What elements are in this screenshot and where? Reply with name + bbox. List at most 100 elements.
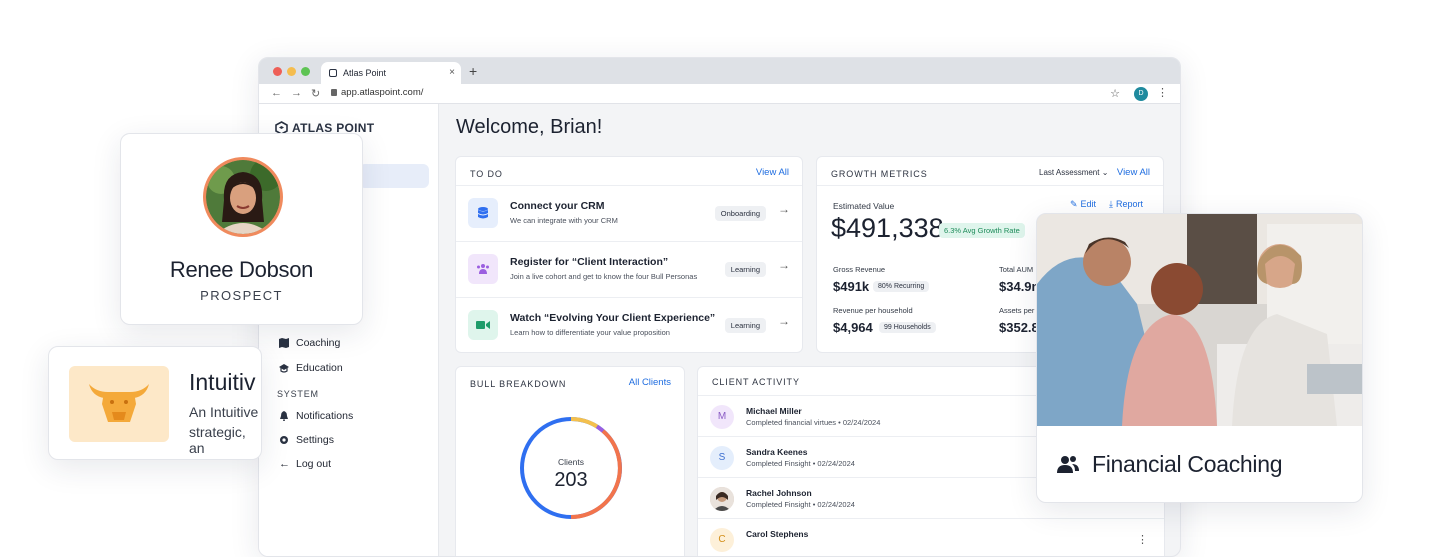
sidebar-item-notifications[interactable]: Notifications: [279, 410, 353, 422]
avatar: [710, 487, 734, 511]
gross-revenue-label: Gross Revenue: [833, 265, 886, 274]
activity-name: Carol Stephens: [746, 529, 809, 539]
persona-title: Intuitiv: [189, 369, 256, 395]
activity-row[interactable]: C Carol Stephens ⋮: [698, 518, 1164, 556]
row-menu-icon[interactable]: ⋮: [1137, 534, 1148, 546]
edit-button[interactable]: ✎ Edit: [1070, 199, 1096, 210]
activity-row[interactable]: M Michael Miller Completed financial vir…: [698, 395, 1164, 436]
gear-icon: [280, 436, 288, 444]
arrow-right-icon[interactable]: →: [778, 202, 790, 216]
sidebar-item-education[interactable]: Education: [279, 362, 343, 374]
avatar: [203, 157, 283, 237]
financial-coaching-card[interactable]: Financial Coaching: [1036, 213, 1363, 503]
page-title: Welcome, Brian!: [456, 116, 603, 138]
todo-item-subtitle: Join a live cohort and get to know the f…: [510, 272, 698, 281]
persona-line-2: strategic, an: [189, 424, 246, 456]
pencil-icon: ✎: [1070, 199, 1078, 209]
bull-head-icon: [89, 384, 149, 422]
todo-view-all-link[interactable]: View All: [755, 167, 789, 178]
reload-icon[interactable]: ↻: [311, 88, 321, 100]
forward-icon[interactable]: →: [291, 87, 302, 99]
total-aum-label: Total AUM: [999, 265, 1034, 274]
todo-title: TO DO: [470, 169, 503, 179]
person-photo-icon: [710, 487, 734, 511]
map-icon: [279, 338, 289, 348]
bell-icon: [280, 411, 288, 421]
url-field[interactable]: app.atlaspoint.com/: [331, 87, 423, 98]
todo-item-subtitle: Learn how to differentiate your value pr…: [510, 328, 670, 337]
persona-line-1: An Intuitive: [189, 404, 259, 420]
lock-icon: [331, 89, 337, 96]
todo-item-title: Register for “Client Interaction”: [510, 256, 669, 268]
assets-per-value: $352.8: [999, 320, 1039, 335]
back-icon[interactable]: ←: [271, 87, 282, 99]
activity-row[interactable]: S Sandra Keenes Completed Finsight • 02/…: [698, 436, 1164, 477]
video-icon: [468, 310, 498, 340]
clients-count: 203: [554, 469, 588, 491]
todo-card: TO DO View All Connect your CRM We can i…: [455, 156, 803, 353]
download-icon: ⤓: [1109, 199, 1113, 209]
close-window-dot[interactable]: [273, 67, 282, 76]
browser-tab[interactable]: Atlas Point ×: [321, 62, 461, 84]
sidebar-item-settings[interactable]: Settings: [279, 434, 334, 446]
recurring-badge: 80% Recurring: [873, 281, 930, 292]
donut-segment-orange: [570, 429, 622, 519]
todo-item[interactable]: Watch “Evolving Your Client Experience” …: [456, 297, 802, 353]
sidebar-item-label: Log out: [296, 458, 332, 470]
profile-card[interactable]: Renee Dobson PROSPECT: [120, 133, 363, 325]
new-tab-button[interactable]: +: [469, 63, 478, 79]
all-clients-link[interactable]: All Clients: [628, 377, 671, 388]
system-heading: SYSTEM: [277, 389, 319, 399]
sidebar-active-item[interactable]: [359, 164, 429, 188]
divider: [817, 185, 1163, 186]
arrow-right-icon[interactable]: →: [778, 314, 790, 328]
bull-title: BULL BREAKDOWN: [470, 379, 567, 389]
bull-icon: [69, 366, 169, 442]
people-group-icon: [468, 254, 498, 284]
todo-item-subtitle: We can integrate with your CRM: [510, 216, 618, 225]
bookmark-star-icon[interactable]: ☆: [1110, 88, 1120, 100]
clients-donut-chart: [520, 417, 622, 519]
url-text: app.atlaspoint.com/: [341, 87, 424, 98]
todo-item[interactable]: Connect your CRM We can integrate with y…: [456, 185, 802, 241]
arrow-right-icon[interactable]: →: [778, 258, 790, 272]
estimated-value-label: Estimated Value: [833, 201, 895, 211]
tab-close-icon[interactable]: ×: [449, 67, 455, 78]
address-bar: ← → ↻ app.atlaspoint.com/ ☆ D ⋮: [259, 84, 1180, 104]
report-button[interactable]: ⤓ Report: [1109, 199, 1143, 210]
todo-item-title: Connect your CRM: [510, 200, 605, 212]
profile-photo-icon: [206, 160, 280, 234]
todo-item[interactable]: Register for “Client Interaction” Join a…: [456, 241, 802, 297]
sidebar-item-coaching[interactable]: Coaching: [279, 337, 340, 349]
assets-per-label: Assets per: [999, 306, 1035, 315]
donut-segment-purple: [595, 424, 605, 433]
growth-view-all-link[interactable]: View All: [1116, 167, 1150, 178]
activity-name: Michael Miller: [746, 406, 802, 416]
activity-name: Rachel Johnson: [746, 488, 812, 498]
maximize-window-dot[interactable]: [301, 67, 310, 76]
sidebar-item-logout[interactable]: ← Log out: [279, 458, 331, 470]
arrow-left-icon: ←: [279, 458, 290, 470]
prospect-role: PROSPECT: [200, 288, 283, 303]
sidebar-item-label: Coaching: [296, 337, 341, 349]
avatar: C: [710, 528, 734, 552]
tab-favicon-icon: [329, 69, 337, 77]
persona-card[interactable]: Intuitiv An Intuitive strategic, an: [48, 346, 262, 460]
sidebar-item-label: Notifications: [296, 410, 354, 422]
browser-menu-icon[interactable]: ⋮: [1157, 87, 1168, 99]
activity-detail: Completed Finsight • 02/24/2024: [746, 459, 855, 468]
browser-profile-avatar[interactable]: D: [1134, 87, 1148, 101]
minimize-window-dot[interactable]: [287, 67, 296, 76]
sidebar-item-label: Settings: [296, 434, 334, 446]
assessment-dropdown[interactable]: Last Assessment ⌄: [1039, 168, 1108, 177]
database-icon: [468, 198, 498, 228]
coaching-photo-icon: [1037, 214, 1362, 426]
tab-bar: Atlas Point × +: [259, 58, 1180, 84]
app-logo[interactable]: ATLAS POINT: [275, 121, 374, 135]
todo-item-tag: Learning: [724, 262, 766, 277]
avatar: M: [710, 405, 734, 429]
todo-item-tag: Onboarding: [714, 206, 766, 221]
activity-row[interactable]: Rachel Johnson Completed Finsight • 02/2…: [698, 477, 1164, 518]
logo-text: ATLAS POINT: [292, 121, 375, 135]
activity-detail: Completed financial virtues • 02/24/2024: [746, 418, 881, 427]
